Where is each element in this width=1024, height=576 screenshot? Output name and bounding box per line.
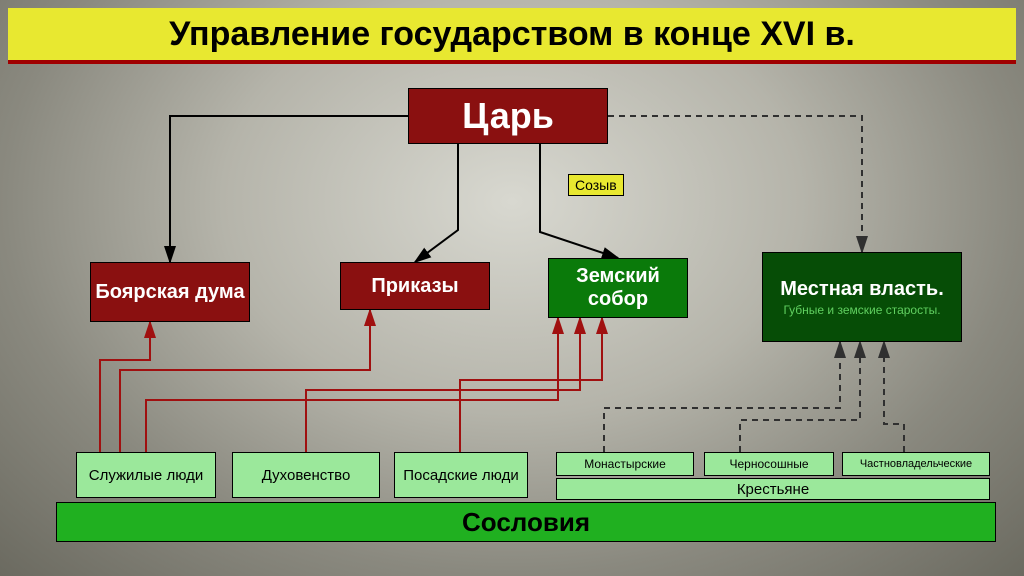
node-duma: Боярская дума — [90, 262, 250, 322]
estate-sluzhily: Служилые люди — [76, 452, 216, 498]
page-title: Управление государством в конце XVI в. — [8, 8, 1016, 64]
node-prikazy: Приказы — [340, 262, 490, 310]
estate-cherno: Черносошные — [704, 452, 834, 476]
estate-label: Посадские люди — [403, 467, 518, 484]
estates-bar: Сословия — [56, 502, 996, 542]
estate-label: Крестьяне — [737, 481, 809, 498]
node-local: Местная власть. Губные и земские старост… — [762, 252, 962, 342]
estate-dukhoven: Духовенство — [232, 452, 380, 498]
estate-monast: Монастырские — [556, 452, 694, 476]
label-sozyv: Созыв — [568, 174, 624, 196]
node-label: Земский собор — [549, 265, 687, 311]
node-label: Боярская дума — [95, 281, 244, 304]
node-sobor: Земский собор — [548, 258, 688, 318]
node-tsar: Царь — [408, 88, 608, 144]
node-label: Царь — [462, 95, 554, 137]
estates-bar-label: Сословия — [462, 507, 590, 538]
node-sublabel: Губные и земские старосты. — [783, 303, 940, 317]
estate-label: Частновладельческие — [860, 458, 972, 470]
estate-label: Служилые люди — [89, 467, 204, 484]
estate-posad: Посадские люди — [394, 452, 528, 498]
estate-label: Духовенство — [262, 467, 351, 484]
node-label: Местная власть. — [780, 278, 944, 301]
estate-krestyane: Крестьяне — [556, 478, 990, 500]
estate-label: Черносошные — [729, 457, 808, 471]
node-label: Приказы — [371, 275, 458, 298]
estate-chastno: Частновладельческие — [842, 452, 990, 476]
estate-label: Монастырские — [584, 457, 666, 471]
